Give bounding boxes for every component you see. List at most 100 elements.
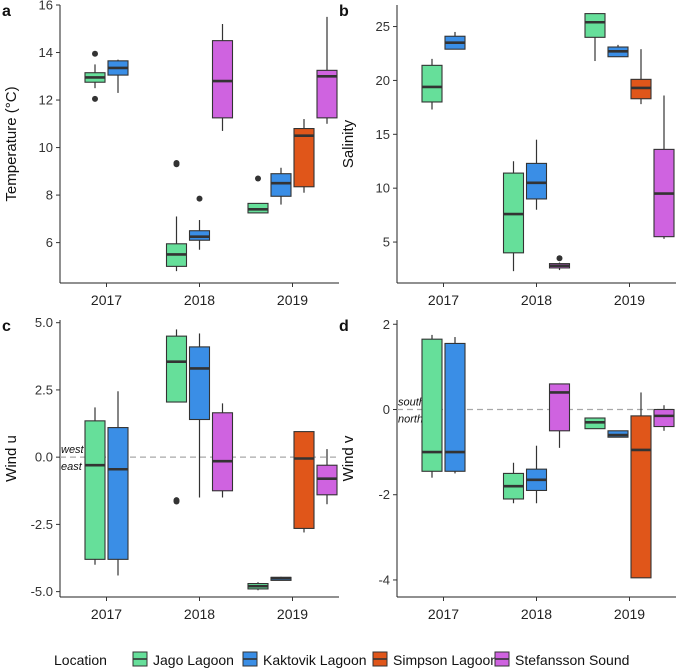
box-jago-lagoon-2017 (421, 58, 443, 110)
box-body (630, 415, 652, 579)
box-simpson-lagoon-2019 (293, 119, 315, 193)
x-tick-label: 2018 (521, 292, 552, 308)
box-kaktovik-lagoon-2017 (107, 59, 129, 93)
y-tick-label: 2.5 (35, 382, 53, 397)
legend-item-jago-lagoon: Jago Lagoon (132, 651, 234, 668)
box-kaktovik-lagoon-2018 (525, 139, 548, 210)
y-axis-label-a: Temperature (°C) (3, 86, 20, 201)
legend-label: Simpson Lagoon (393, 652, 498, 668)
y-tick-label: 2 (383, 317, 390, 332)
box-body (316, 69, 338, 119)
x-tick-label: 2018 (521, 606, 552, 622)
y-tick-label: 16 (39, 0, 53, 13)
box-simpson-lagoon-2019 (630, 392, 652, 579)
box-stefansson-sound-2019 (653, 95, 675, 239)
panel-label-b: b (339, 3, 349, 20)
y-tick-label: 12 (39, 93, 53, 108)
box-jago-lagoon-2018 (165, 329, 188, 505)
panel-label-d: d (339, 318, 349, 335)
legend: Location Jago Lagoon Kaktovik Lagoon Simpso… (54, 651, 629, 668)
y-tick-label: 10 (39, 140, 53, 155)
y-tick-label: -5.0 (31, 584, 53, 599)
box-kaktovik-lagoon-2019 (607, 430, 629, 438)
box-simpson-lagoon-2019 (293, 431, 315, 533)
x-tick-label: 2017 (91, 606, 122, 622)
x-tick-label: 2017 (91, 292, 122, 308)
y-tick-label: 5 (383, 235, 390, 250)
x-tick-label: 2019 (614, 292, 645, 308)
box-body (293, 431, 315, 529)
box-body (270, 173, 292, 197)
y-tick-label: 15 (376, 127, 390, 142)
box-jago-lagoon-2019 (584, 13, 606, 62)
y-axis-label-c: Wind u (3, 435, 20, 482)
annotation-east: east (61, 461, 83, 473)
y-tick-label: -2.5 (31, 517, 53, 532)
outlier-point (92, 95, 98, 102)
box-jago-lagoon-2018 (165, 160, 188, 272)
box-stefansson-sound-2019 (316, 449, 338, 505)
box-jago-lagoon-2018 (502, 161, 525, 272)
panel-b: b Salinity 5 10 15 20 25 2017 2018 2019 (339, 3, 676, 308)
box-jago-lagoon-2017 (84, 50, 106, 102)
panel-a: a Temperature (°C) 6 8 10 12 14 16 2017 2018 2019 (2, 0, 339, 308)
box-body (211, 412, 234, 492)
box-body (188, 346, 211, 421)
box-kaktovik-lagoon-2018 (525, 445, 548, 504)
x-tick-label: 2017 (428, 292, 459, 308)
panel-label-c: c (2, 318, 11, 335)
box-body (165, 335, 188, 403)
box-jago-lagoon-2019 (584, 417, 606, 430)
box-body (584, 13, 606, 38)
box-body (211, 40, 234, 119)
y-tick-label: 5.0 (35, 315, 53, 330)
box-body (421, 338, 443, 472)
box-body (293, 128, 315, 188)
y-tick-label: -2 (378, 487, 390, 502)
x-tick-label: 2018 (184, 606, 215, 622)
y-tick-label: 6 (46, 235, 53, 250)
box-body (444, 342, 466, 472)
y-tick-label: 0 (383, 402, 390, 417)
box-stefansson-sound-2019 (653, 405, 675, 431)
box-jago-lagoon-2018 (502, 462, 525, 504)
outlier-point (173, 160, 180, 167)
box-body (316, 464, 338, 496)
x-tick-label: 2019 (277, 606, 308, 622)
box-kaktovik-lagoon-2017 (444, 337, 466, 474)
annotation-north: north (398, 413, 423, 425)
box-kaktovik-lagoon-2018 (188, 195, 211, 250)
y-tick-label: 10 (376, 181, 390, 196)
legend-label: Jago Lagoon (153, 652, 234, 668)
box-stefansson-sound-2018 (548, 255, 571, 271)
outlier-point (173, 498, 180, 505)
outlier-point (255, 175, 261, 182)
annotation-west: west (61, 444, 85, 456)
annotation-south: south (398, 396, 425, 408)
box-kaktovik-lagoon-2017 (444, 31, 466, 50)
box-kaktovik-lagoon-2019 (607, 44, 629, 58)
box-stefansson-sound-2018 (211, 403, 234, 498)
x-tick-label: 2018 (184, 292, 215, 308)
box-stefansson-sound-2018 (211, 24, 234, 131)
box-body (525, 162, 548, 200)
panel-d: d Wind v -4 -2 0 2 2017 2018 2019 south north (339, 317, 676, 622)
box-body (653, 408, 675, 428)
panel-label-a: a (2, 3, 11, 20)
box-jago-lagoon-2019 (247, 175, 269, 214)
x-tick-label: 2019 (614, 606, 645, 622)
box-body (84, 420, 106, 560)
box-kaktovik-lagoon-2019 (270, 576, 292, 581)
legend-title: Location (54, 652, 107, 668)
x-tick-label: 2017 (428, 606, 459, 622)
box-simpson-lagoon-2019 (630, 49, 652, 105)
x-tick-label: 2019 (277, 292, 308, 308)
outlier-point (556, 255, 563, 262)
y-tick-label: 25 (376, 19, 390, 34)
y-axis-label-d: Wind v (340, 435, 357, 481)
legend-item-simpson-lagoon: Simpson Lagoon (372, 651, 498, 668)
box-body (107, 427, 129, 560)
legend-item-stefansson-sound: Stefansson Sound (494, 651, 629, 668)
box-stefansson-sound-2019 (316, 16, 338, 124)
